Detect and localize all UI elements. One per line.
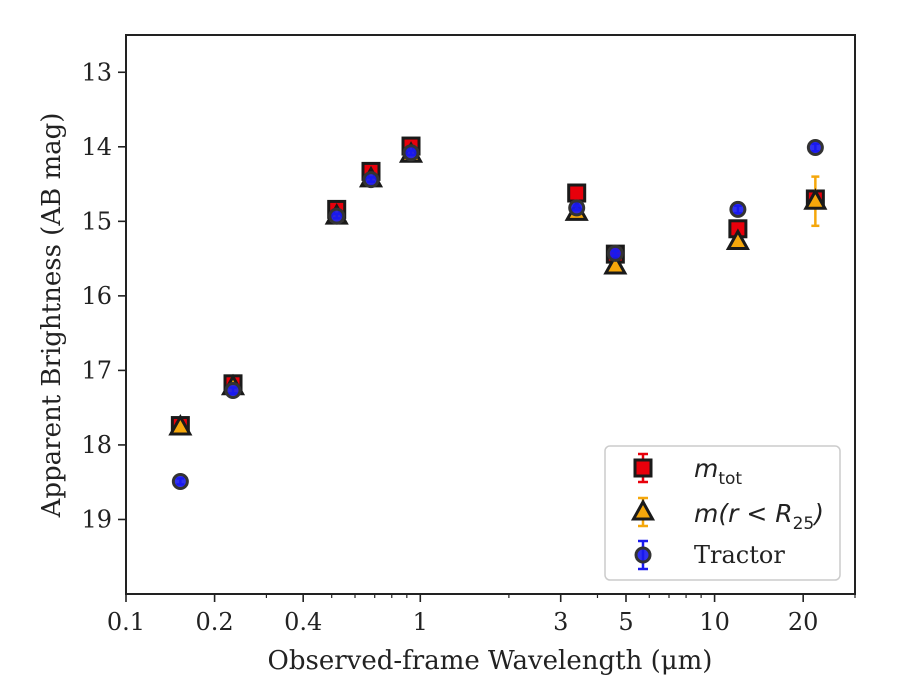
point-tractor	[328, 207, 346, 225]
y-tick-label: 14	[81, 133, 112, 161]
legend-label-mr25-sub: 25	[793, 514, 815, 534]
x-axis-label: Observed-frame Wavelength (μm)	[268, 646, 713, 676]
y-tick-label: 15	[81, 207, 112, 235]
point-tractor	[806, 139, 824, 157]
legend: mtot m(r < R25) Tractor	[604, 445, 841, 581]
legend-label-mtot-main: m	[694, 454, 718, 483]
y-tick-label: 18	[81, 431, 112, 459]
legend-box	[604, 445, 841, 581]
point-mr25	[603, 252, 628, 275]
x-tick-label: 1	[413, 608, 428, 636]
legend-handles	[630, 452, 656, 571]
x-tick-label: 10	[699, 608, 730, 636]
legend-label-mr25: m(r < R25)	[694, 499, 824, 534]
legend-marker-tractor	[634, 546, 652, 564]
point-tractor	[568, 199, 586, 217]
point-mr25	[725, 228, 750, 250]
point-mtot	[567, 183, 587, 203]
legend-label-mr25-main: m(r < R	[694, 499, 793, 528]
y-tick-label: 16	[81, 282, 112, 310]
y-tick-label: 17	[81, 356, 112, 384]
point-tractor	[729, 200, 747, 218]
point-tractor	[362, 171, 380, 189]
point-tractor	[606, 244, 624, 262]
x-tick-label: 3	[553, 608, 568, 636]
legend-label-mtot-sub: tot	[718, 469, 742, 489]
series-tractor	[171, 139, 824, 490]
x-tick-label: 20	[788, 608, 819, 636]
y-tick-label: 13	[81, 58, 112, 86]
legend-label-mr25-tail: )	[812, 499, 824, 528]
y-axis-label: Apparent Brightness (AB mag)	[37, 113, 67, 519]
x-tick-label: 5	[618, 608, 633, 636]
x-tick-label: 0.2	[196, 608, 234, 636]
legend-marker-mr25	[630, 498, 656, 521]
plot-frame	[125, 34, 856, 595]
point-tractor	[171, 472, 189, 490]
x-tick-label: 0.1	[107, 608, 145, 636]
point-mr25	[168, 413, 193, 436]
legend-marker-mtot	[633, 458, 653, 478]
point-tractor	[224, 382, 242, 400]
point-tractor	[402, 144, 420, 162]
marks-layer	[168, 136, 828, 490]
point-mr25	[803, 188, 828, 210]
y-tick-label: 19	[81, 505, 112, 533]
legend-label-tractor: Tractor	[694, 541, 785, 569]
legend-label-mtot: mtot	[694, 454, 742, 489]
x-tick-label: 0.4	[284, 608, 322, 636]
